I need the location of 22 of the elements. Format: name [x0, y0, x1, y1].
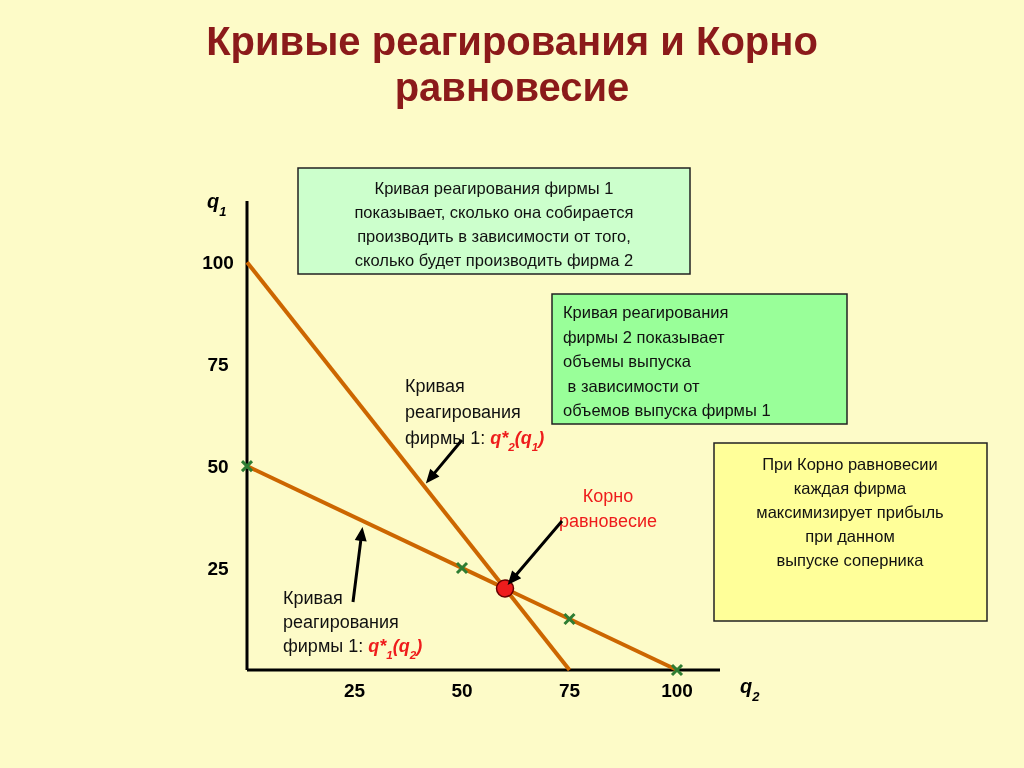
y-axis-title: q$_{1}$: [207, 190, 227, 219]
x-tick-label: 25: [343, 680, 366, 701]
annotation: Кривая реагирования фирмы 1 показывает, сколько она собирается производить в зависимости от того, сколько будет производить фирма 2: [354, 179, 634, 269]
annotation: Кривая реагирования фирмы 2 показывает объемы выпуска в зависимости от объемов выпуска фирмы 1: [563, 303, 771, 419]
point: [455, 561, 469, 575]
point: [563, 612, 576, 626]
y-tick-label: 25: [207, 558, 229, 580]
x-tick-label: 75: [558, 680, 581, 701]
y-tick-label: 100: [202, 252, 234, 274]
point: [670, 663, 684, 677]
x-tick-label: 100: [661, 680, 693, 701]
annotation: Корно равновесие: [559, 486, 657, 531]
chart-title: Кривые реагирования и Корно равновесие: [206, 19, 818, 109]
point: [240, 459, 254, 473]
x-axis-title: q$_{2}$: [740, 675, 761, 704]
y-tick-label: 75: [207, 354, 229, 376]
annotation: Кривая реагирования фирмы 1: q*$_{1}$(q$_{2}$): [283, 588, 423, 661]
y-tick-label: 50: [207, 456, 229, 478]
text: При Корно равновесии каждая фирма максимизирует прибыль при данном выпуске соперника: [756, 455, 944, 569]
point: [495, 579, 515, 598]
annotation: Кривая реагирования фирмы 1: q*$_{2}$(q$_{1}$): [405, 376, 545, 453]
x-tick-label: 50: [451, 680, 473, 701]
